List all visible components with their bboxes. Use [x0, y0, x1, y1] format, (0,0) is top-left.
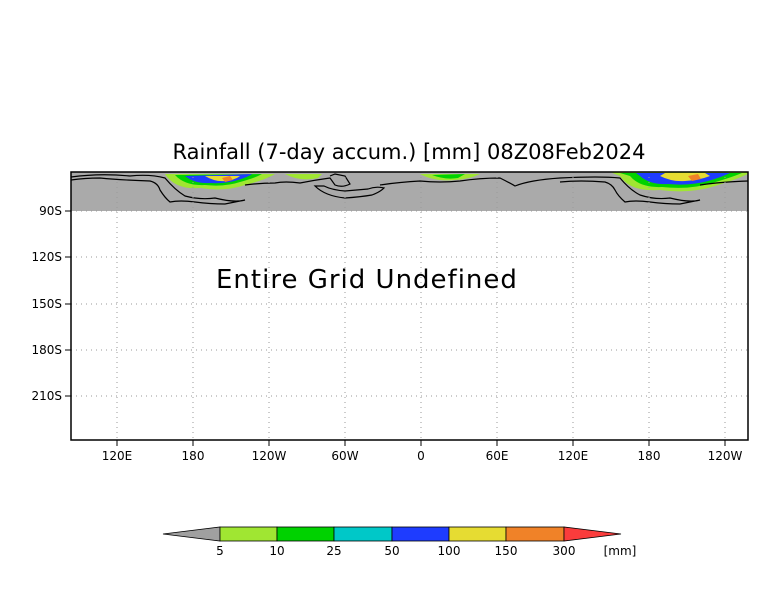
- colorbar-label: 50: [384, 544, 399, 558]
- lon-labels: 120E 180 120W 60W 0 60E 120E 180 120W: [102, 449, 743, 463]
- lat-label: 150S: [31, 297, 62, 311]
- colorbar-segment-10-25: [276, 526, 335, 542]
- lat-labels: 90S 120S 150S 180S 210S: [31, 204, 62, 403]
- lon-label: 120W: [252, 449, 287, 463]
- colorbar-segment-below-5: [162, 526, 221, 542]
- lon-label: 180: [182, 449, 205, 463]
- colorbar-segment-above-300: [563, 526, 622, 542]
- lon-label: 180: [638, 449, 661, 463]
- plot-area: [71, 172, 748, 440]
- lon-label: 120W: [708, 449, 743, 463]
- map-title: Rainfall (7-day accum.) [mm] 08Z08Feb202…: [173, 140, 646, 164]
- rainfall-patches: [165, 172, 748, 192]
- colorbar: 5 10 25 50 100 150 300 [mm]: [162, 526, 637, 558]
- lon-label: 120E: [558, 449, 589, 463]
- plot-frame: [70, 171, 749, 441]
- lon-label: 60E: [486, 449, 509, 463]
- undefined-grid-message: Entire Grid Undefined: [216, 265, 518, 295]
- colorbar-label: 150: [495, 544, 518, 558]
- colorbar-label: 25: [326, 544, 341, 558]
- tick-marks: [65, 210, 726, 446]
- lon-label: 60W: [331, 449, 358, 463]
- colorbar-label: 10: [269, 544, 284, 558]
- colorbar-label: 100: [438, 544, 461, 558]
- colorbar-segment-25-50: [333, 526, 393, 542]
- lon-label: 0: [417, 449, 425, 463]
- colorbar-segment-5-10: [219, 526, 278, 542]
- colorbar-segment-100-150: [448, 526, 507, 542]
- lon-label: 120E: [102, 449, 133, 463]
- lat-label: 90S: [39, 204, 62, 218]
- lat-label: 120S: [31, 250, 62, 264]
- lat-label: 210S: [31, 389, 62, 403]
- lat-label: 180S: [31, 343, 62, 357]
- colorbar-label: 300: [553, 544, 576, 558]
- colorbar-segment-50-100: [391, 526, 450, 542]
- colorbar-label: 5: [216, 544, 224, 558]
- colorbar-segment-150-300: [505, 526, 565, 542]
- colorbar-units: [mm]: [604, 544, 637, 558]
